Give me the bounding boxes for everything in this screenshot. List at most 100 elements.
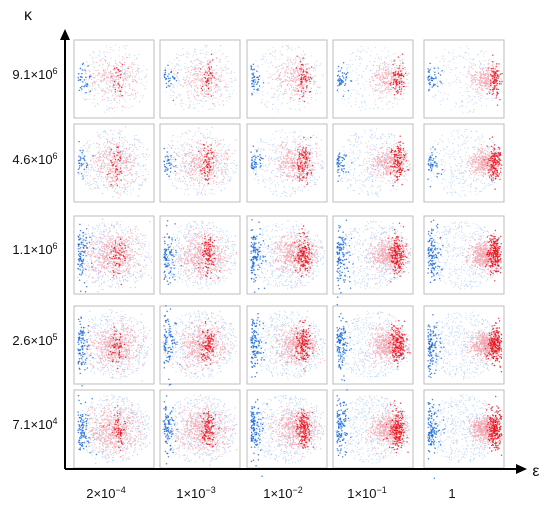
pink-particle [199, 173, 201, 175]
panel-r0-c4 [423, 39, 505, 119]
edge-particle [437, 85, 439, 88]
blue-particle [252, 65, 254, 68]
edge-particle [167, 156, 169, 158]
pink-particle [472, 88, 474, 90]
blue-particle [490, 97, 492, 99]
pink-particle [286, 67, 288, 69]
blue-particle [455, 67, 457, 69]
pink-particle [107, 74, 109, 76]
pink-particle [371, 79, 373, 81]
red-particle [304, 78, 306, 81]
blue-particle [390, 92, 392, 94]
edge-particle [86, 162, 88, 164]
blue-particle [123, 153, 125, 155]
pink-particle [486, 84, 489, 86]
blue-particle [98, 54, 100, 56]
blue-particle [356, 78, 358, 80]
blue-particle [365, 65, 368, 67]
pink-particle [170, 89, 172, 91]
pink-particle [472, 75, 474, 77]
blue-particle [317, 159, 319, 161]
blue-particle [88, 91, 90, 93]
edge-particle [167, 162, 170, 164]
blue-particle [403, 68, 405, 71]
blue-particle [96, 103, 99, 105]
pink-particle [135, 80, 138, 83]
blue-particle [344, 91, 346, 93]
blue-particle [468, 94, 470, 96]
blue-particle [197, 139, 199, 141]
edge-particle [167, 77, 170, 80]
pink-particle [293, 72, 295, 74]
blue-particle [227, 146, 230, 148]
pink-particle [225, 159, 227, 161]
pink-particle [80, 68, 82, 70]
pink-particle [196, 86, 198, 88]
pink-particle [479, 82, 481, 84]
blue-particle [298, 94, 300, 96]
blue-particle [144, 77, 146, 79]
blue-particle [93, 52, 95, 54]
blue-particle [286, 49, 288, 51]
pink-particle [112, 73, 114, 75]
blue-particle [170, 157, 172, 159]
edge-particle [435, 77, 437, 80]
blue-particle [180, 93, 182, 95]
blue-particle [289, 96, 291, 98]
blue-particle [450, 109, 452, 111]
blue-particle [311, 180, 313, 182]
blue-particle [117, 165, 119, 167]
edge-particle [336, 75, 339, 77]
edge-particle [338, 80, 340, 82]
blue-particle [135, 178, 137, 180]
red-particle [300, 63, 303, 66]
blue-particle [292, 94, 294, 96]
blue-particle [490, 91, 492, 93]
blue-particle [362, 71, 364, 73]
pink-particle [387, 64, 389, 66]
blue-particle [98, 50, 100, 52]
pink-particle [207, 84, 210, 86]
blue-particle [275, 58, 277, 61]
blue-particle [231, 162, 233, 164]
blue-particle [187, 188, 189, 190]
blue-particle [110, 46, 112, 48]
blue-particle [215, 89, 217, 91]
pink-particle [200, 62, 202, 64]
blue-particle [208, 62, 210, 65]
blue-particle [232, 92, 234, 95]
blue-particle [266, 59, 268, 61]
pink-particle [194, 68, 196, 70]
pink-particle [274, 78, 276, 80]
blue-particle [180, 136, 182, 138]
red-particle [206, 156, 208, 158]
blue-particle [189, 129, 191, 131]
blue-particle [180, 144, 182, 146]
blue-particle [103, 70, 105, 72]
red-particle [299, 98, 301, 100]
blue-particle [177, 180, 179, 182]
pink-particle [112, 95, 114, 97]
blue-particle [281, 54, 283, 56]
pink-particle [201, 163, 203, 165]
blue-particle [341, 98, 344, 100]
blue-particle [142, 181, 144, 183]
blue-particle [135, 177, 137, 179]
blue-particle [108, 52, 110, 54]
red-particle [113, 80, 116, 83]
red-particle [389, 84, 392, 86]
blue-particle [184, 183, 186, 185]
edge-particle [252, 80, 254, 82]
red-particle [300, 90, 303, 93]
pink-particle [195, 178, 197, 180]
pink-particle [485, 67, 487, 69]
blue-particle [481, 50, 483, 52]
red-particle [393, 75, 395, 77]
blue-particle [168, 152, 170, 155]
blue-particle [130, 189, 132, 191]
red-particle [115, 72, 117, 74]
pink-particle [220, 155, 222, 157]
blue-particle [142, 84, 144, 86]
pink-particle [103, 93, 105, 95]
pink-particle [103, 150, 105, 152]
